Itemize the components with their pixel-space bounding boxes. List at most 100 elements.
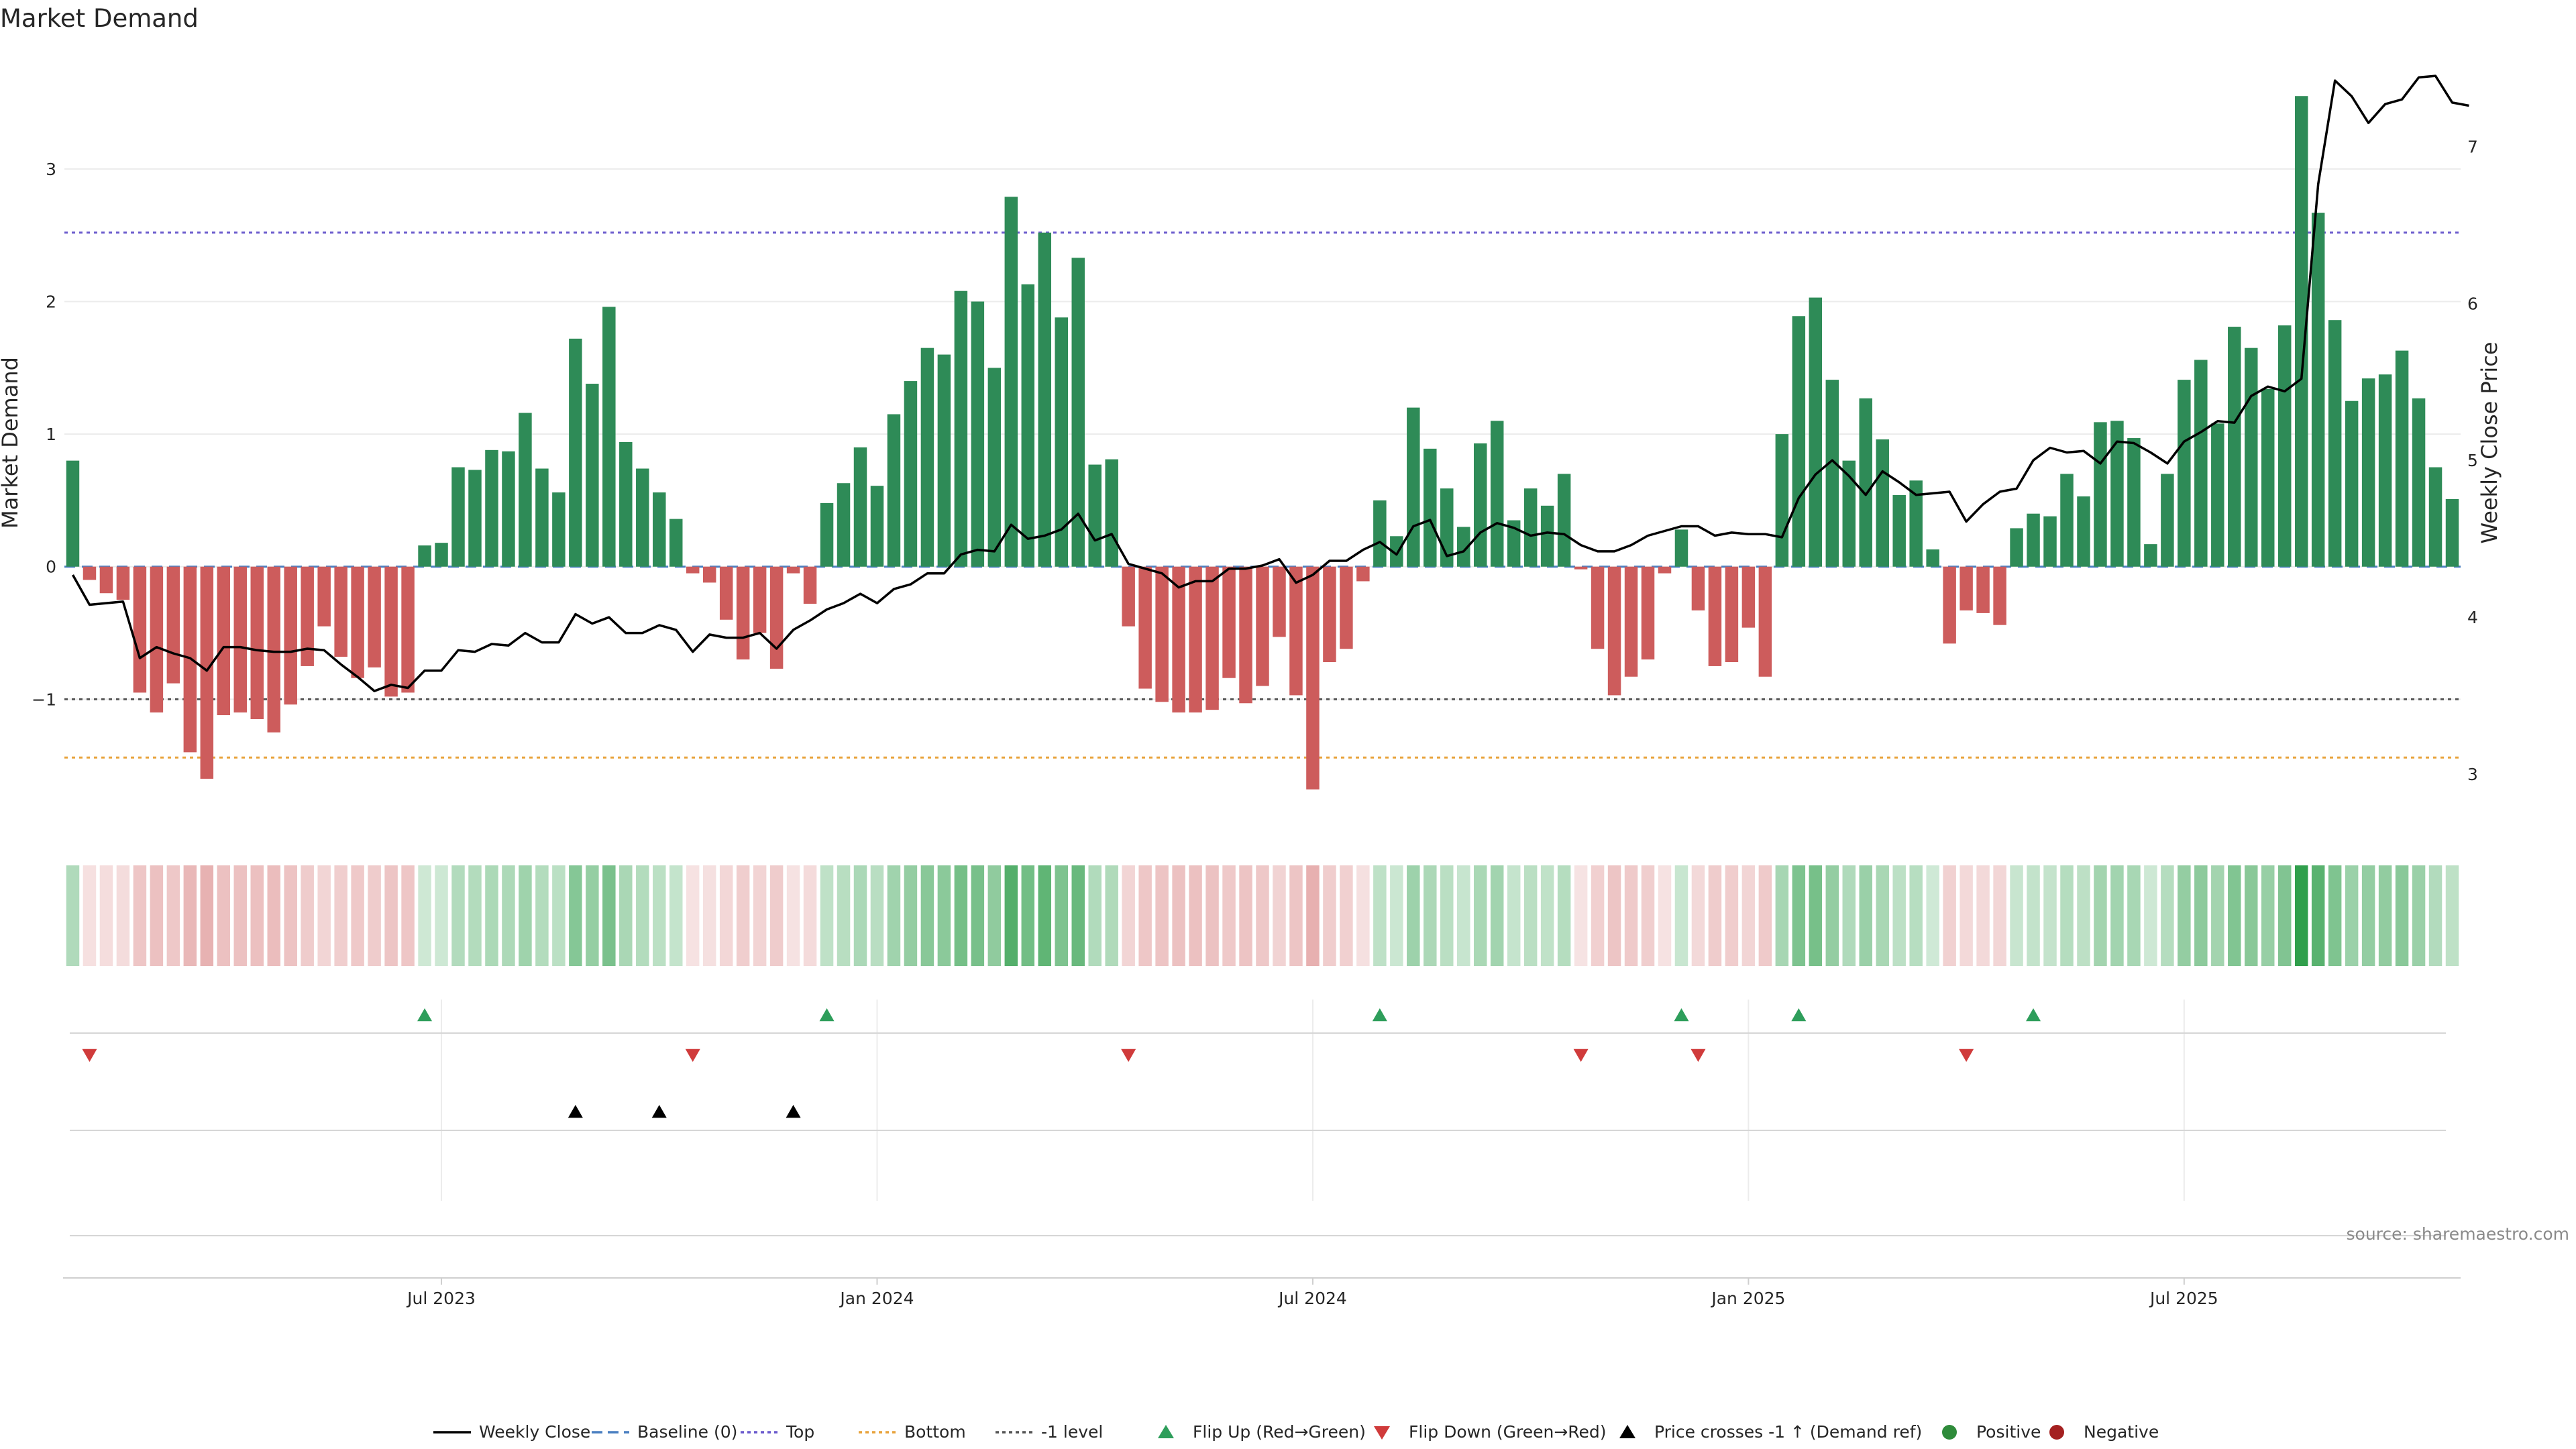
heat-cell — [451, 865, 465, 966]
heat-cell — [217, 865, 231, 966]
demand-bar — [2428, 467, 2443, 567]
heat-cell — [2395, 865, 2409, 966]
heat-cell — [1222, 865, 1236, 966]
demand-bar — [1004, 197, 1018, 567]
legend-swatch — [1158, 1425, 1174, 1438]
demand-bar — [1708, 566, 1722, 666]
heat-cell — [66, 865, 80, 966]
demand-bar — [1021, 284, 1035, 567]
chart-title: Market Demand — [0, 4, 199, 33]
legend-item: Positive — [1942, 1422, 2041, 1442]
heat-cell — [1507, 865, 1521, 966]
y-tick-label: 1 — [46, 425, 56, 444]
demand-bar — [2345, 400, 2359, 567]
heat-cell — [702, 865, 716, 966]
demand-bar — [451, 467, 465, 567]
demand-bar — [418, 545, 431, 567]
heat-cell — [1607, 865, 1621, 966]
legend-item: Negative — [2049, 1422, 2159, 1442]
heat-cell — [2060, 865, 2074, 966]
heat-cell — [116, 865, 130, 966]
heat-cell — [1256, 865, 1269, 966]
legend-item: Top — [741, 1422, 814, 1442]
heat-cell — [1088, 865, 1102, 966]
heat-cell — [2228, 865, 2241, 966]
y2-axis-label: Weekly Close Price — [2477, 341, 2502, 543]
heat-cell — [1725, 865, 1739, 966]
demand-bar — [401, 566, 415, 693]
demand-bar — [1323, 566, 1336, 663]
demand-bar — [1691, 566, 1705, 610]
demand-bar — [2178, 380, 2191, 567]
heat-cell — [1775, 865, 1789, 966]
heat-cell — [2127, 865, 2141, 966]
heat-cell — [1239, 865, 1252, 966]
heat-cell — [1189, 865, 1202, 966]
demand-bar — [2328, 320, 2342, 567]
heat-cell — [485, 865, 498, 966]
heat-cell — [535, 865, 549, 966]
heat-cell — [267, 865, 280, 966]
demand-bar — [1356, 566, 1370, 582]
heat-cell — [166, 865, 180, 966]
demand-bar — [1523, 488, 1538, 567]
legend-swatch — [1619, 1425, 1635, 1438]
demand-bar — [1038, 232, 1052, 567]
demand-bar — [1557, 474, 1571, 567]
heat-cell — [937, 865, 951, 966]
heat-cell — [769, 865, 784, 966]
heat-cell — [636, 865, 649, 966]
heat-cell — [2245, 865, 2258, 966]
demand-bar — [2311, 213, 2325, 567]
flip-up-marker — [2026, 1008, 2041, 1022]
heat-cell — [552, 865, 566, 966]
legend-label: Flip Down (Green→Red) — [1409, 1422, 1607, 1442]
demand-bar — [769, 566, 784, 669]
heat-cell — [1892, 865, 1906, 966]
demand-bar — [200, 566, 214, 779]
demand-bar — [2094, 422, 2107, 567]
heat-cell — [736, 865, 750, 966]
demand-bar — [887, 414, 901, 567]
demand-bar — [1624, 566, 1638, 677]
weekly-close-line — [71, 74, 2469, 692]
demand-bar — [1909, 480, 1923, 567]
demand-bar — [870, 486, 884, 567]
demand-bar — [1273, 566, 1286, 637]
demand-bar — [971, 301, 985, 567]
demand-bar — [2395, 350, 2409, 567]
demand-bars — [66, 96, 2459, 790]
demand-bar — [1607, 566, 1621, 696]
demand-bar — [116, 566, 130, 600]
heat-cell — [1172, 865, 1185, 966]
demand-bar — [1792, 316, 1806, 567]
heat-cell — [2144, 865, 2157, 966]
legend-swatch — [2049, 1425, 2064, 1440]
heat-cell — [1205, 865, 1219, 966]
flip-down-marker — [1690, 1049, 1706, 1062]
heat-cell — [1490, 865, 1504, 966]
heat-cell — [1323, 865, 1336, 966]
heat-cell — [1473, 865, 1487, 966]
legend-label: -1 level — [1041, 1422, 1103, 1442]
y-axis-ticks: 3 2 1 0 −1 — [32, 160, 56, 709]
heat-cell — [803, 865, 817, 966]
legend-item: Baseline (0) — [592, 1422, 737, 1442]
heat-cell — [2311, 865, 2325, 966]
demand-bar — [2412, 398, 2426, 567]
legend-item: Weekly Close — [433, 1422, 590, 1442]
demand-bar — [1876, 439, 1889, 567]
demand-bar — [1289, 566, 1303, 696]
heat-cell — [1540, 865, 1554, 966]
heat-cell — [334, 865, 347, 966]
demand-bar — [435, 543, 448, 567]
demand-bar — [2211, 423, 2224, 567]
demand-bar — [702, 566, 716, 583]
heat-cell — [1926, 865, 1939, 966]
demand-bar — [1373, 500, 1387, 567]
heat-cell — [2194, 865, 2208, 966]
heat-cell — [1909, 865, 1923, 966]
demand-bar — [1825, 380, 1839, 567]
demand-bar — [1674, 529, 1688, 567]
